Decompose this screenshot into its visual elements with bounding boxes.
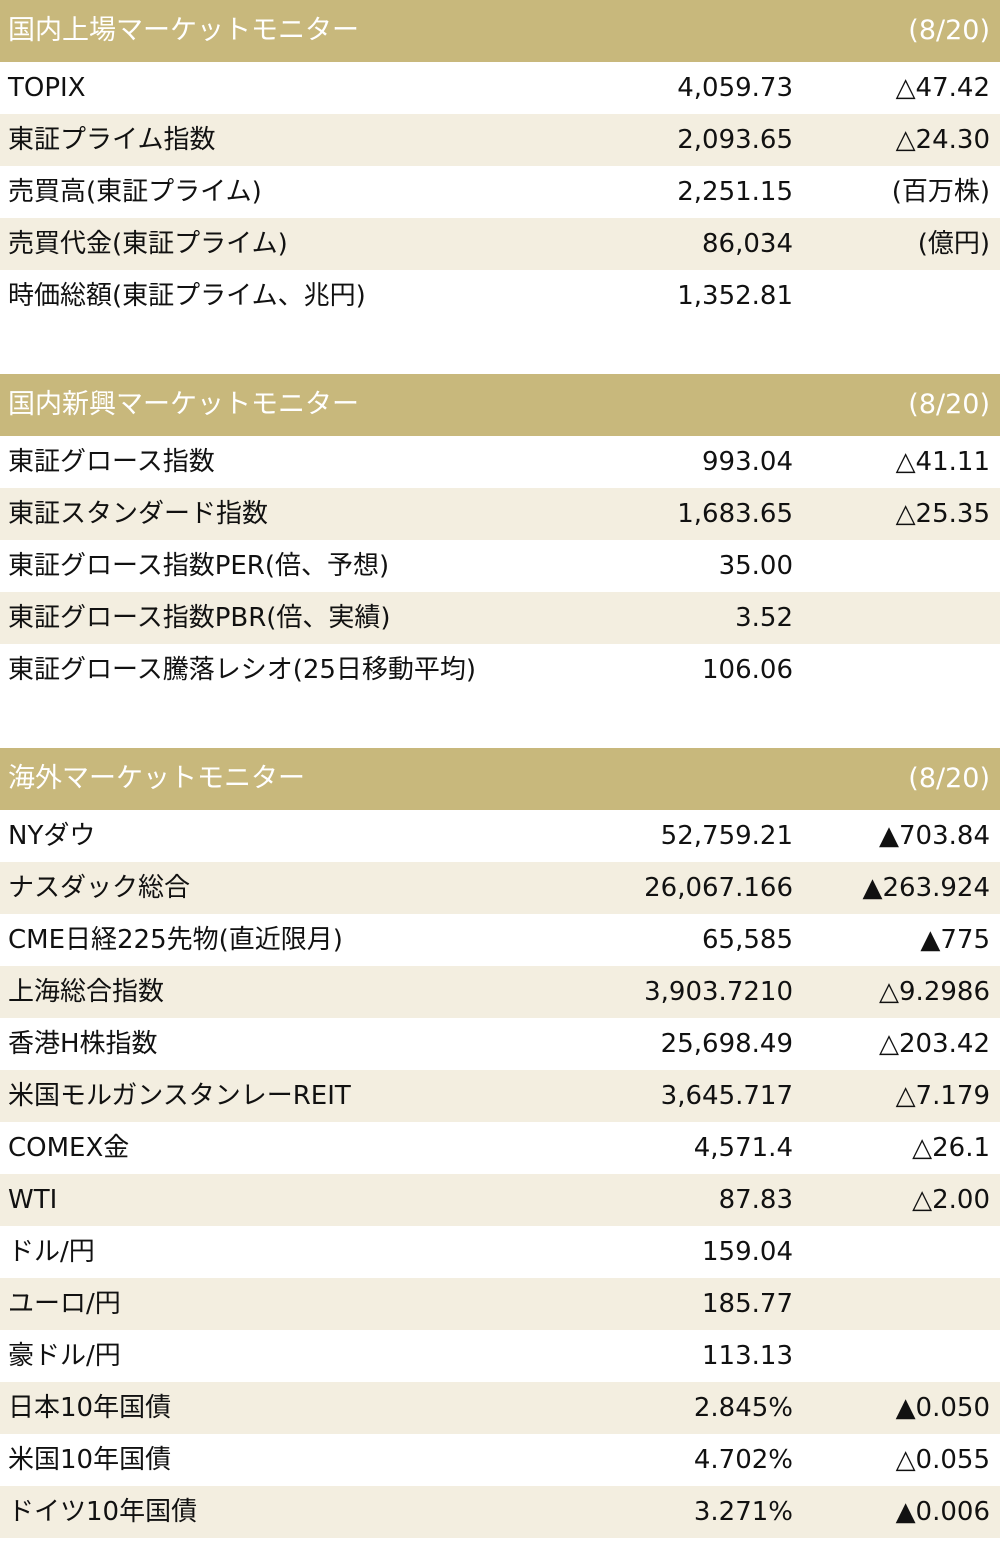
row-value: 3.52 xyxy=(735,603,793,633)
row-value: 159.04 xyxy=(702,1237,793,1267)
table-row: 香港H株指数 25,698.49 △203.42 xyxy=(0,1018,1000,1070)
section-date: (8/20) xyxy=(908,389,990,420)
table-row: 売買高(東証プライム) 2,251.15 (百万株) xyxy=(0,166,1000,218)
section-title: 海外マーケットモニター xyxy=(8,763,305,794)
section-date: (8/20) xyxy=(908,763,990,794)
row-value: 3,903.7210 xyxy=(644,977,793,1007)
row-value: 87.83 xyxy=(718,1185,793,1215)
row-value: 25,698.49 xyxy=(660,1029,793,1059)
row-label: WTI xyxy=(8,1185,58,1215)
row-change: △25.35 xyxy=(895,499,990,529)
row-label: 東証スタンダード指数 xyxy=(8,499,269,529)
table-row: 豪ドル/円 113.13 xyxy=(0,1330,1000,1382)
row-label: NYダウ xyxy=(8,821,96,851)
table-row: NYダウ 52,759.21 ▲703.84 xyxy=(0,810,1000,862)
row-label: 豪ドル/円 xyxy=(8,1341,121,1371)
row-label: 日本10年国債 xyxy=(8,1393,172,1423)
row-value: 1,352.81 xyxy=(677,281,793,311)
table-row: ドイツ10年国債 3.271% ▲0.006 xyxy=(0,1486,1000,1538)
row-label: ドル/円 xyxy=(8,1237,95,1267)
section-header: 国内新興マーケットモニター (8/20) xyxy=(0,374,1000,436)
table-row: 米国10年国債 4.702% △0.055 xyxy=(0,1434,1000,1486)
table-row: 日本10年国債 2.845% ▲0.050 xyxy=(0,1382,1000,1434)
row-value: 35.00 xyxy=(718,551,793,581)
section-header: 海外マーケットモニター (8/20) xyxy=(0,748,1000,810)
row-value: 3,645.717 xyxy=(660,1081,793,1111)
row-label: ユーロ/円 xyxy=(8,1289,121,1319)
table-row: 東証グロース指数PER(倍、予想) 35.00 xyxy=(0,540,1000,592)
row-change: (百万株) xyxy=(891,177,990,207)
row-label: 米国モルガンスタンレーREIT xyxy=(8,1081,351,1111)
table-row: 東証プライム指数 2,093.65 △24.30 xyxy=(0,114,1000,166)
row-value: 4.702% xyxy=(693,1445,793,1475)
row-value: 185.77 xyxy=(702,1289,793,1319)
row-change: △9.2986 xyxy=(879,977,990,1007)
table-row: CME日経225先物(直近限月) 65,585 ▲775 xyxy=(0,914,1000,966)
row-value: 113.13 xyxy=(702,1341,793,1371)
table-row: ナスダック総合 26,067.166 ▲263.924 xyxy=(0,862,1000,914)
table-row: 上海総合指数 3,903.7210 △9.2986 xyxy=(0,966,1000,1018)
row-label: ドイツ10年国債 xyxy=(8,1497,198,1527)
table-row: WTI 87.83 △2.00 xyxy=(0,1174,1000,1226)
section-title: 国内上場マーケットモニター xyxy=(8,15,359,46)
table-row: 東証スタンダード指数 1,683.65 △25.35 xyxy=(0,488,1000,540)
row-value: 2.845% xyxy=(693,1393,793,1423)
row-change: △7.179 xyxy=(895,1081,990,1111)
row-label: 東証グロース騰落レシオ(25日移動平均) xyxy=(8,655,477,685)
row-change: △203.42 xyxy=(879,1029,990,1059)
row-value: 2,093.65 xyxy=(677,125,793,155)
table-row: 東証グロース騰落レシオ(25日移動平均) 106.06 xyxy=(0,644,1000,696)
row-change: △26.1 xyxy=(912,1133,990,1163)
row-change: ▲0.050 xyxy=(895,1393,990,1423)
row-value: 4,059.73 xyxy=(677,73,793,103)
table-row: 東証グロース指数PBR(倍、実績) 3.52 xyxy=(0,592,1000,644)
row-label: ナスダック総合 xyxy=(8,873,191,903)
row-value: 26,067.166 xyxy=(644,873,793,903)
table-row: COMEX金 4,571.4 △26.1 xyxy=(0,1122,1000,1174)
row-change: ▲703.84 xyxy=(879,821,990,851)
table-row: 東証グロース指数 993.04 △41.11 xyxy=(0,436,1000,488)
row-value: 52,759.21 xyxy=(660,821,793,851)
table-row: 時価総額(東証プライム、兆円) 1,352.81 xyxy=(0,270,1000,322)
row-label: 時価総額(東証プライム、兆円) xyxy=(8,281,366,311)
row-change: ▲263.924 xyxy=(862,873,990,903)
row-label: TOPIX xyxy=(8,73,86,103)
row-change: (億円) xyxy=(917,229,990,259)
row-label: 香港H株指数 xyxy=(8,1029,158,1059)
row-value: 65,585 xyxy=(702,925,793,955)
row-label: 東証プライム指数 xyxy=(8,125,216,155)
row-value: 86,034 xyxy=(702,229,793,259)
table-row: TOPIX 4,059.73 △47.42 xyxy=(0,62,1000,114)
table-row: ドル/円 159.04 xyxy=(0,1226,1000,1278)
row-value: 4,571.4 xyxy=(693,1133,793,1163)
row-label: 上海総合指数 xyxy=(8,977,165,1007)
row-label: 東証グロース指数PBR(倍、実績) xyxy=(8,603,391,633)
row-label: COMEX金 xyxy=(8,1133,130,1163)
row-label: CME日経225先物(直近限月) xyxy=(8,925,343,955)
row-change: ▲0.006 xyxy=(895,1497,990,1527)
row-value: 1,683.65 xyxy=(677,499,793,529)
row-value: 106.06 xyxy=(702,655,793,685)
row-value: 993.04 xyxy=(702,447,793,477)
row-change: ▲775 xyxy=(920,925,990,955)
section-date: (8/20) xyxy=(908,15,990,46)
section-header: 国内上場マーケットモニター (8/20) xyxy=(0,0,1000,62)
table-row: 米国モルガンスタンレーREIT 3,645.717 △7.179 xyxy=(0,1070,1000,1122)
row-value: 2,251.15 xyxy=(677,177,793,207)
row-change: △0.055 xyxy=(895,1445,990,1475)
section-title: 国内新興マーケットモニター xyxy=(8,389,359,420)
table-row: 売買代金(東証プライム) 86,034 (億円) xyxy=(0,218,1000,270)
row-label: 東証グロース指数 xyxy=(8,447,215,477)
row-value: 3.271% xyxy=(693,1497,793,1527)
table-row: ユーロ/円 185.77 xyxy=(0,1278,1000,1330)
row-label: 売買高(東証プライム) xyxy=(8,177,262,207)
row-change: △24.30 xyxy=(895,125,990,155)
row-label: 米国10年国債 xyxy=(8,1445,172,1475)
row-change: △41.11 xyxy=(895,447,990,477)
row-change: △47.42 xyxy=(895,73,990,103)
row-change: △2.00 xyxy=(912,1185,990,1215)
row-label: 売買代金(東証プライム) xyxy=(8,229,288,259)
row-label: 東証グロース指数PER(倍、予想) xyxy=(8,551,390,581)
